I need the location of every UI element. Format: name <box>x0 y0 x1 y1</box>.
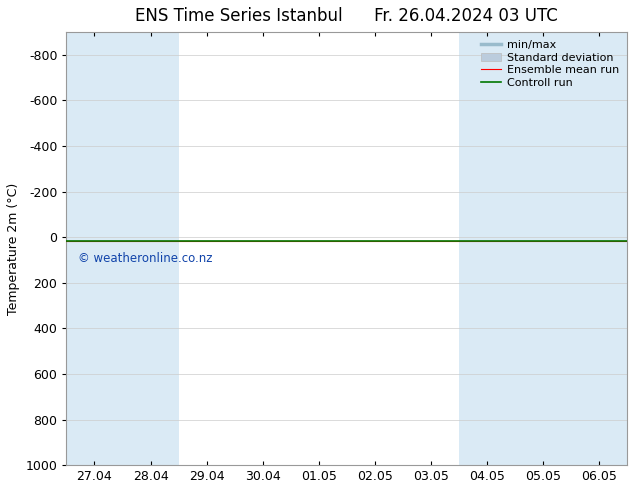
Title: ENS Time Series Istanbul      Fr. 26.04.2024 03 UTC: ENS Time Series Istanbul Fr. 26.04.2024 … <box>135 7 558 25</box>
Bar <box>67 32 122 465</box>
Bar <box>459 32 515 465</box>
Bar <box>122 32 179 465</box>
Legend: min/max, Standard deviation, Ensemble mean run, Controll run: min/max, Standard deviation, Ensemble me… <box>477 35 624 93</box>
Text: © weatheronline.co.nz: © weatheronline.co.nz <box>77 252 212 265</box>
Y-axis label: Temperature 2m (°C): Temperature 2m (°C) <box>7 182 20 315</box>
Bar <box>571 32 627 465</box>
Bar <box>515 32 571 465</box>
